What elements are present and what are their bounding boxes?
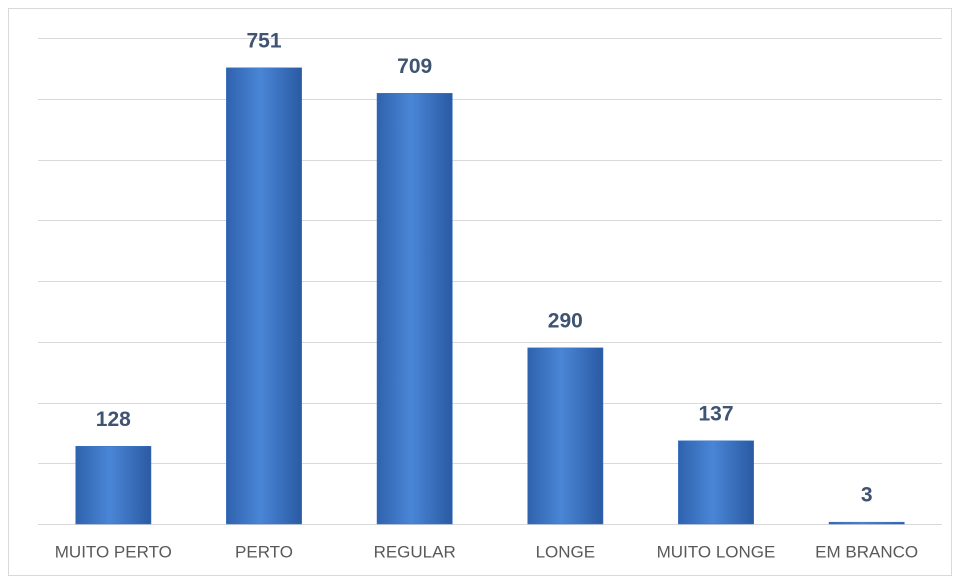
value-label: 3 [861, 484, 873, 507]
bar [75, 445, 152, 525]
x-tick-label: MUITO LONGE [657, 542, 776, 561]
x-tick-label: LONGE [536, 542, 596, 561]
x-tick-label: MUITO PERTO [55, 542, 172, 561]
x-tick-label: REGULAR [374, 542, 456, 561]
bar [678, 440, 754, 525]
bar [527, 347, 604, 525]
x-tick-label: EM BRANCO [815, 542, 918, 561]
value-label: 709 [397, 55, 432, 78]
bar [828, 521, 905, 525]
value-label: 137 [698, 402, 733, 425]
x-tick-label: PERTO [235, 542, 293, 561]
value-label: 751 [246, 29, 281, 52]
bar [226, 67, 302, 525]
bar [376, 93, 453, 525]
value-label: 128 [96, 408, 131, 431]
value-label: 290 [548, 309, 583, 332]
chart-frame [8, 8, 952, 576]
